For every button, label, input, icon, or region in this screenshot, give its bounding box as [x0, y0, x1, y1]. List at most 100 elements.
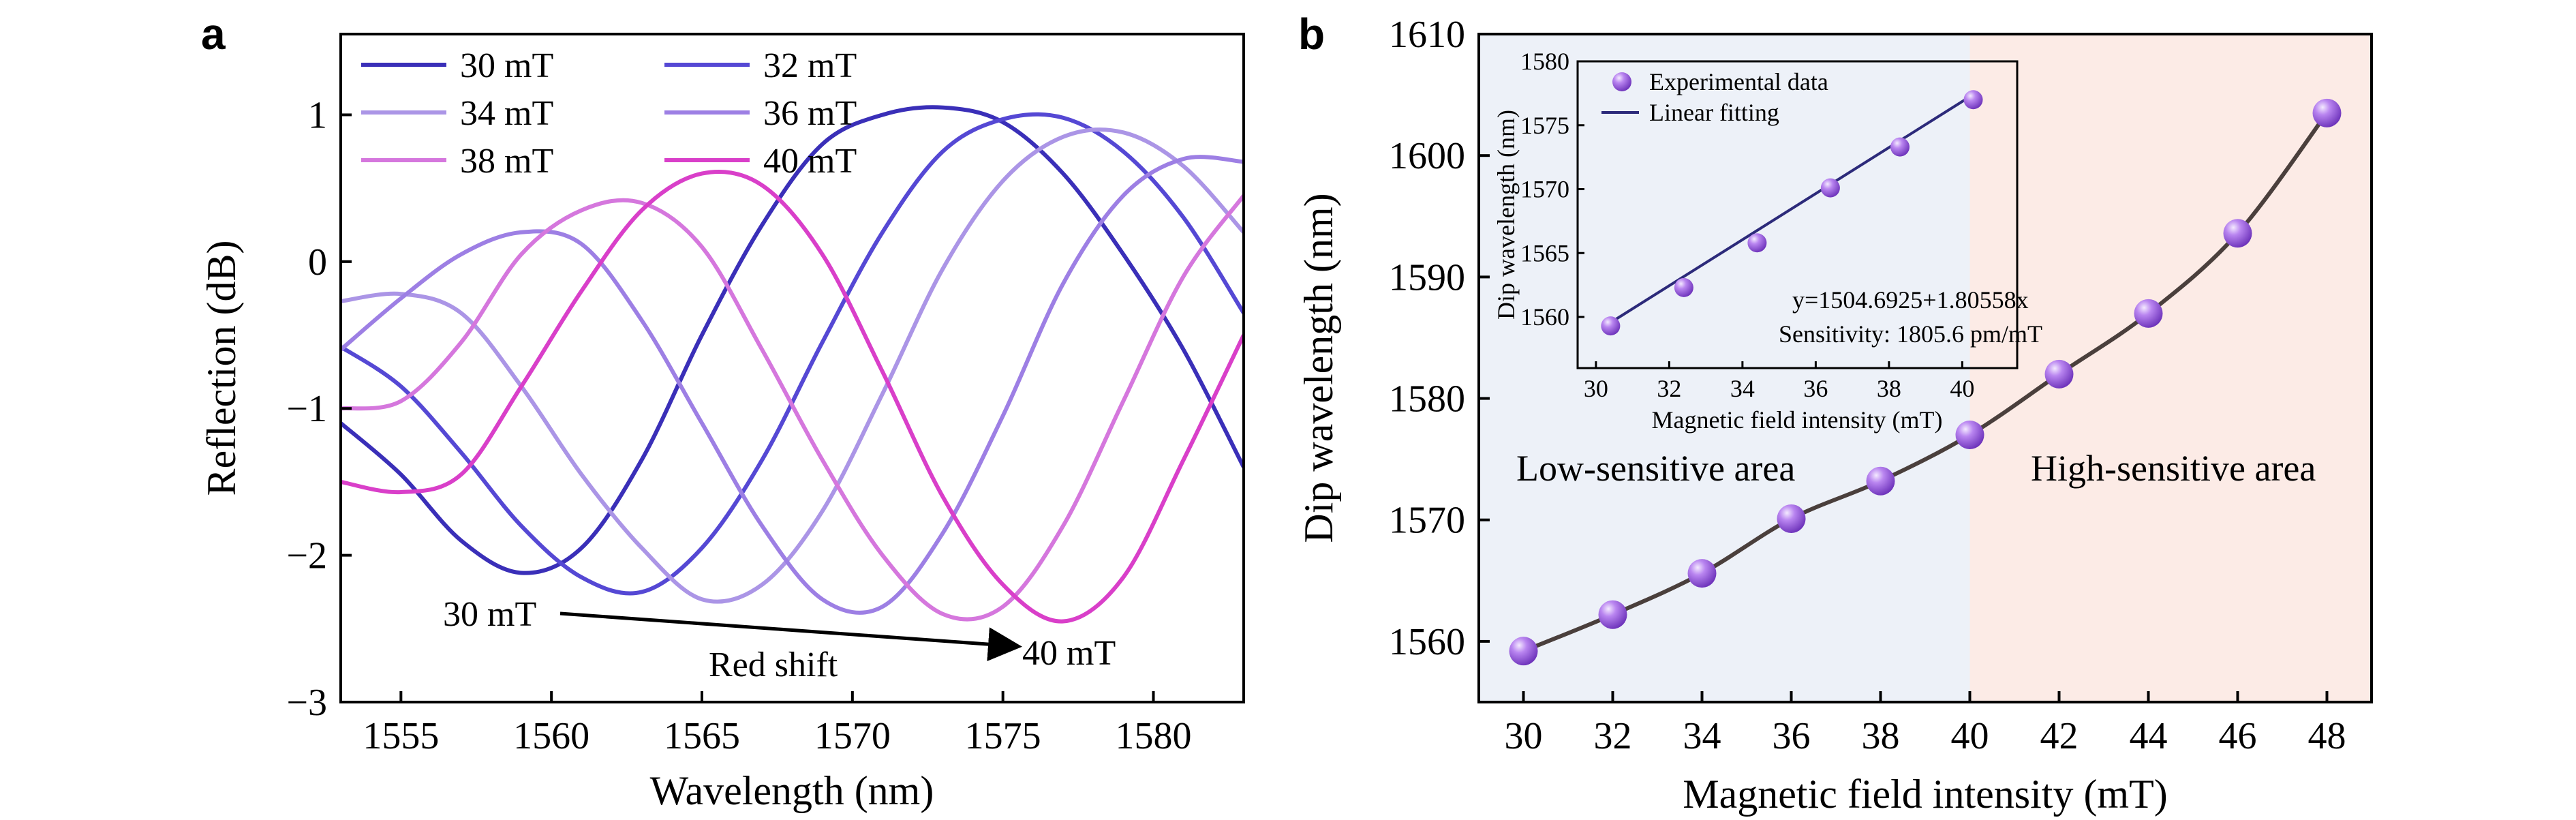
legend-label: 32 mT	[763, 46, 857, 85]
panel-a-legend: 30 mT 34 mT 38 mT 32 mT 36 mT 40 mT	[361, 46, 857, 181]
panel-b-frame	[1477, 33, 2373, 703]
y-tick-label: 1570	[1389, 500, 1465, 542]
inset-x-axis-title: Magnetic field intensity (mT)	[1652, 406, 1943, 434]
data-point	[1509, 637, 1538, 666]
data-point	[1866, 466, 1895, 496]
x-tick-label: 1570	[814, 715, 891, 757]
inset-legend-marker	[1612, 72, 1631, 91]
panel-b-y-ticks: 1560 1570 1580 1590 1600 1610	[1389, 14, 1490, 663]
x-tick-label: 42	[2040, 715, 2079, 757]
panel-b-trend-line	[1522, 112, 2329, 653]
annotation-start-label: 30 mT	[443, 595, 536, 634]
panel-a-frame	[339, 33, 1245, 703]
panel-a-series-lines	[341, 105, 1244, 624]
legend-label: 40 mT	[763, 142, 857, 181]
legend-label: 38 mT	[460, 142, 553, 181]
inset-y-tick-label: 1565	[1520, 239, 1569, 267]
y-tick-label: −3	[286, 682, 327, 724]
inset-frame	[1576, 60, 2019, 369]
inset-y-tick-label: 1570	[1520, 176, 1569, 203]
data-point	[1687, 559, 1717, 588]
series-line-36-mt	[341, 155, 1244, 615]
inset-sensitivity: Sensitivity: 1805.6 pm/mT	[1779, 320, 2042, 348]
inset-y-tick-label: 1560	[1520, 303, 1569, 331]
y-tick-label: 1580	[1389, 378, 1465, 421]
inset-data-point	[1890, 137, 1910, 157]
y-tick-label: −1	[286, 388, 327, 430]
x-tick-label: 1565	[664, 715, 740, 757]
data-point	[2044, 359, 2074, 389]
low-sensitive-area-label: Low-sensitive area	[1516, 448, 1795, 489]
series-line-40-mt	[341, 169, 1244, 624]
inset-y-ticks: 1560 1565 1570 1575 1580	[1520, 48, 1584, 331]
inset-x-tick-label: 38	[1877, 375, 1901, 402]
panel-b-x-axis-title: Magnetic field intensity (mT)	[1683, 772, 2167, 817]
panel-a-label: a	[201, 10, 226, 59]
panel-a-x-axis-title: Wavelength (nm)	[650, 768, 934, 813]
panel-b-chart: 30 32 34 36 38 40 42 44 46 48 1560 1570 1580 1590 160…	[1296, 14, 2373, 817]
legend-label: 30 mT	[460, 46, 553, 85]
series-line-38-mt	[341, 194, 1244, 622]
inset-data-point	[1820, 178, 1840, 198]
x-tick-label: 32	[1594, 715, 1632, 757]
y-tick-label: −2	[286, 535, 327, 577]
inset-x-tick-label: 34	[1730, 375, 1755, 402]
series-line-30-mt	[341, 105, 1244, 575]
x-tick-label: 34	[1683, 715, 1721, 757]
inset-x-tick-label: 32	[1657, 375, 1681, 402]
high-sensitive-area-label: High-sensitive area	[2031, 448, 2316, 489]
inset-y-tick-label: 1575	[1520, 112, 1569, 139]
inset-x-tick-label: 30	[1584, 375, 1608, 402]
data-point	[1955, 421, 1984, 449]
x-tick-label: 44	[2130, 715, 2168, 757]
x-tick-label: 46	[2219, 715, 2257, 757]
x-tick-label: 38	[1862, 715, 1900, 757]
panel-b-y-axis-title: Dip wavelength (nm)	[1296, 193, 1341, 543]
legend-label: 34 mT	[460, 94, 553, 133]
panel-a-x-ticks: 1555 1560 1565 1570 1575 1580	[363, 691, 1192, 757]
y-tick-label: 1590	[1389, 256, 1465, 299]
series-line-32-mt	[341, 112, 1244, 596]
inset-fit-line	[1602, 93, 1974, 329]
inset-x-tick-label: 36	[1803, 375, 1828, 402]
panel-a-y-ticks: −3 −2 −1 0 1	[286, 94, 352, 724]
legend-label: 36 mT	[763, 94, 857, 133]
x-tick-label: 48	[2308, 715, 2346, 757]
inset-x-tick-label: 40	[1950, 375, 1974, 402]
inset-y-axis-title: Dip wavelength (nm)	[1492, 110, 1520, 320]
data-point	[2134, 299, 2163, 328]
inset-y-tick-label: 1580	[1520, 48, 1569, 75]
red-shift-arrow	[559, 611, 1022, 662]
inset-data-point	[1963, 90, 1983, 110]
y-tick-label: 1600	[1389, 135, 1465, 177]
panel-a-chart: 1555 1560 1565 1570 1575 1580 −3 −2 −1 0 1 Wavele…	[199, 33, 1245, 813]
inset-chart: 30 32 34 36 38 40 1560 1565 1570 1575 1580 Magnet…	[1492, 48, 2042, 434]
panel-a-y-axis-title: Reflection (dB)	[199, 241, 244, 496]
annotation-end-label: 40 mT	[1022, 634, 1116, 673]
annotation-shift-label: Red shift	[709, 646, 838, 684]
inset-legend-fitting: Linear fitting	[1649, 99, 1779, 126]
inset-legend-experimental: Experimental data	[1649, 68, 1828, 95]
inset-data-point	[1747, 233, 1767, 253]
x-tick-label: 30	[1505, 715, 1543, 757]
inset-data-point	[1674, 277, 1693, 297]
panel-b-x-ticks: 30 32 34 36 38 40 42 44 46 48	[1505, 691, 2346, 757]
x-tick-label: 40	[1951, 715, 1989, 757]
inset-points	[1601, 90, 1983, 336]
y-tick-label: 1610	[1389, 14, 1465, 56]
data-point	[2312, 98, 2342, 127]
data-point	[1598, 600, 1627, 629]
y-tick-label: 1	[308, 94, 327, 136]
inset-data-point	[1601, 316, 1621, 336]
x-tick-label: 1580	[1116, 715, 1192, 757]
inset-x-ticks: 30 32 34 36 38 40	[1584, 361, 1974, 402]
x-tick-label: 1555	[363, 715, 439, 757]
data-point	[2223, 219, 2252, 248]
x-tick-label: 36	[1773, 715, 1811, 757]
series-line-34-mt	[341, 127, 1244, 604]
inset-equation: y=1504.6925+1.80558x	[1792, 286, 2029, 314]
data-point	[1777, 504, 1806, 533]
panel-b-points	[1509, 98, 2342, 666]
panel-b-label: b	[1298, 10, 1325, 59]
